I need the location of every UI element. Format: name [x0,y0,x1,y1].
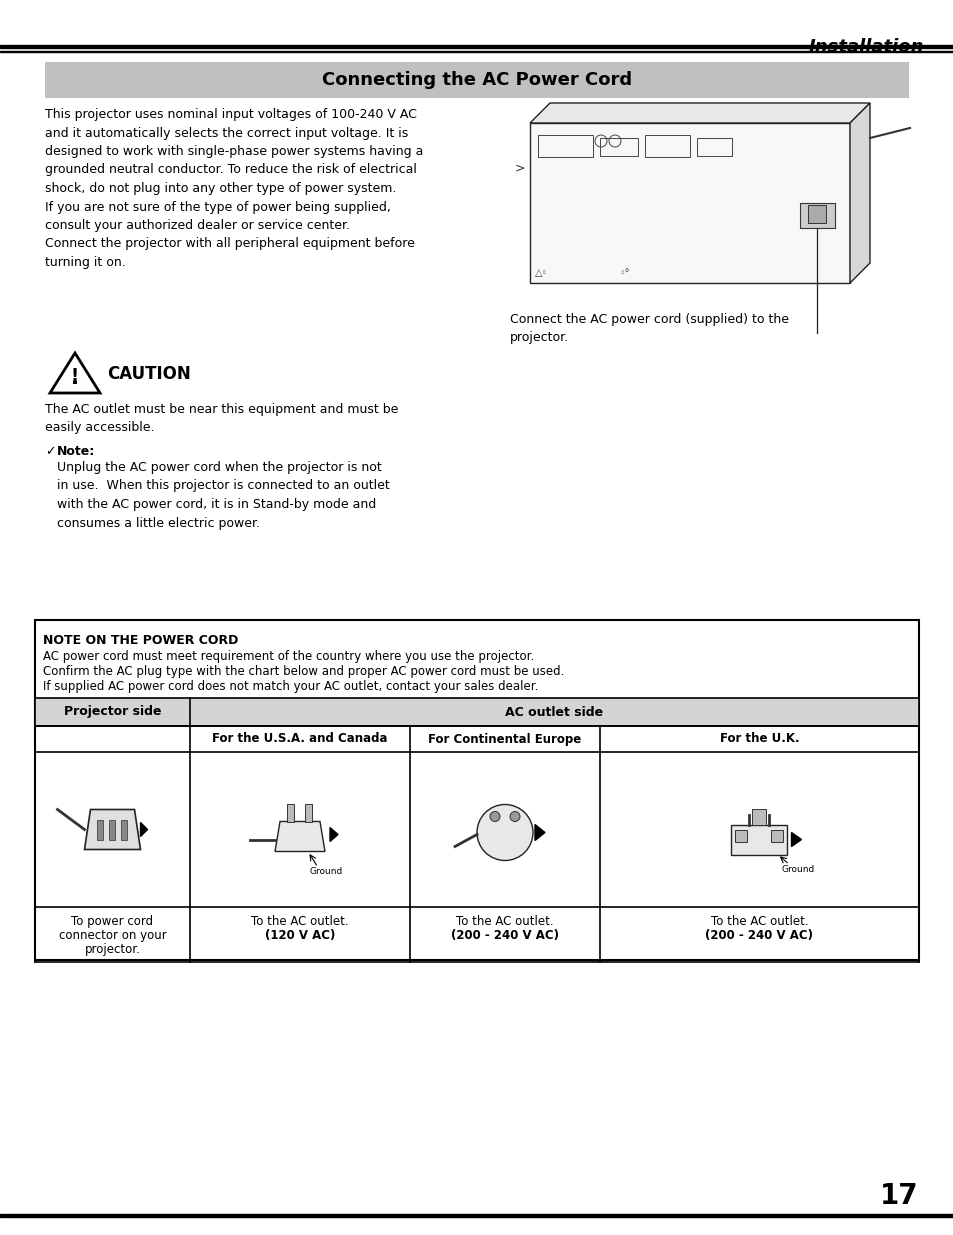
Bar [121,820,128,840]
Bar [45,62,908,98]
Text: The AC outlet must be near this equipment and must be
easily accessible.: The AC outlet must be near this equipmen… [45,403,398,433]
Text: For the U.K.: For the U.K. [719,732,799,746]
Text: For Continental Europe: For Continental Europe [428,732,581,746]
Text: Ground: Ground [781,864,814,873]
Bar [807,205,825,224]
Circle shape [476,804,533,861]
Text: To the AC outlet.: To the AC outlet. [710,915,807,927]
Text: △◦: △◦ [535,268,548,278]
Text: NOTE ON THE POWER CORD: NOTE ON THE POWER CORD [43,634,238,647]
Polygon shape [849,103,869,283]
Bar [599,138,638,156]
Bar [0,51,953,52]
Bar [73,382,77,384]
Bar [644,135,689,157]
Polygon shape [791,832,801,846]
Text: If supplied AC power cord does not match your AC outlet, contact your sales deal: If supplied AC power cord does not match… [43,680,537,693]
Polygon shape [274,821,325,851]
Text: This projector uses nominal input voltages of 100-240 V AC
and it automatically : This projector uses nominal input voltag… [45,107,423,269]
Text: (200 - 240 V AC): (200 - 240 V AC) [451,929,558,942]
Text: Confirm the AC plug type with the chart below and proper AC power cord must be u: Confirm the AC plug type with the chart … [43,664,564,678]
Bar [97,820,103,840]
Text: ◦°: ◦° [619,268,630,278]
Text: To power cord: To power cord [71,915,153,927]
Text: To the AC outlet.: To the AC outlet. [456,915,554,927]
Bar [35,698,918,726]
Text: Note:: Note: [57,445,95,458]
Bar [35,620,918,960]
Polygon shape [530,103,869,124]
Polygon shape [140,823,148,836]
Bar [0,1214,953,1216]
Text: >: > [515,162,525,174]
Text: Unplug the AC power cord when the projector is not
in use.  When this projector : Unplug the AC power cord when the projec… [57,461,390,530]
Text: Ground: Ground [310,867,343,877]
Text: !: ! [71,367,79,385]
Bar [0,44,953,48]
Text: CAUTION: CAUTION [107,366,191,383]
Text: Projector side: Projector side [64,705,161,719]
Text: connector on your: connector on your [58,929,166,942]
Bar [530,124,849,283]
Text: Connecting the AC Power Cord: Connecting the AC Power Cord [321,70,632,89]
Text: (120 V AC): (120 V AC) [265,929,335,942]
Circle shape [490,811,499,821]
Bar [537,135,593,157]
Text: Installation: Installation [807,38,923,56]
Bar [287,804,294,821]
Polygon shape [50,353,100,393]
Bar [800,203,834,228]
Text: (200 - 240 V AC): (200 - 240 V AC) [705,929,813,942]
Bar [771,830,782,841]
Polygon shape [535,825,544,841]
Polygon shape [85,809,140,850]
Text: Connect the AC power cord (supplied) to the
projector.: Connect the AC power cord (supplied) to … [510,312,788,345]
Polygon shape [731,825,786,855]
Circle shape [510,811,519,821]
Text: To the AC outlet.: To the AC outlet. [251,915,349,927]
Text: projector.: projector. [85,944,140,956]
Bar [735,830,747,841]
Text: For the U.S.A. and Canada: For the U.S.A. and Canada [212,732,387,746]
Text: AC outlet side: AC outlet side [505,705,603,719]
Bar [752,809,765,825]
Text: AC power cord must meet requirement of the country where you use the projector.: AC power cord must meet requirement of t… [43,650,534,663]
Bar [110,820,115,840]
Polygon shape [330,827,337,841]
Bar [305,804,313,821]
Text: ✓: ✓ [45,445,55,458]
Bar [697,138,731,156]
Text: 17: 17 [880,1182,918,1210]
